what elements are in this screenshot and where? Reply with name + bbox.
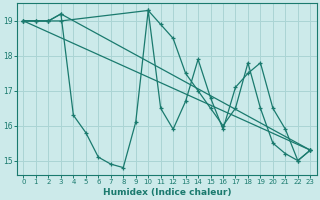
X-axis label: Humidex (Indice chaleur): Humidex (Indice chaleur) — [103, 188, 231, 197]
